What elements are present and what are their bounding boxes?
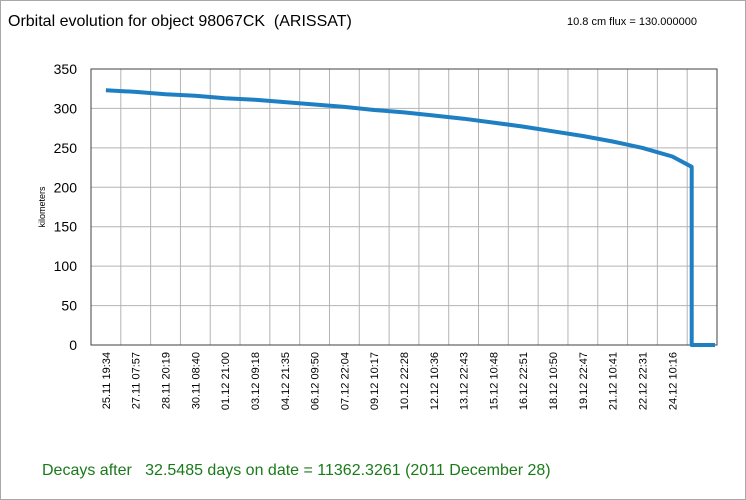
plot-area bbox=[91, 69, 717, 345]
x-tick-label: 22.12 22:31 bbox=[637, 352, 649, 410]
decay-summary: Decays after 32.5485 days on date = 1136… bbox=[42, 462, 551, 479]
x-tick-label: 30.11 08:40 bbox=[190, 352, 202, 409]
y-tick-label: 250 bbox=[54, 140, 78, 156]
x-tick-label: 16.12 22:51 bbox=[518, 352, 530, 410]
x-tick-label: 19.12 22:47 bbox=[578, 352, 590, 410]
x-tick-label: 13.12 22:43 bbox=[459, 352, 471, 410]
x-tick-label: 04.12 21:35 bbox=[280, 352, 292, 410]
x-tick-label: 25.11 19:34 bbox=[101, 352, 113, 409]
chart-title: Orbital evolution for object 98067CK (AR… bbox=[8, 13, 352, 30]
x-tick-label: 10.12 22:28 bbox=[399, 352, 411, 410]
grid bbox=[91, 69, 717, 345]
y-tick-label: 150 bbox=[54, 219, 78, 235]
y-tick-label: 350 bbox=[54, 61, 78, 77]
plot-border bbox=[90, 68, 718, 346]
x-tick-label: 07.12 22:04 bbox=[339, 352, 351, 410]
x-axis: 25.11 19:34 27.11 07:57 28.11 20:19 30.11 0… bbox=[101, 352, 679, 410]
y-axis-label: kilometers bbox=[37, 186, 47, 228]
y-tick-label: 0 bbox=[69, 337, 77, 353]
y-tick-label: 50 bbox=[61, 298, 77, 314]
x-tick-label: 28.11 20:19 bbox=[161, 352, 173, 409]
x-tick-label: 01.12 21:00 bbox=[220, 352, 232, 410]
x-tick-label: 15.12 10:48 bbox=[488, 352, 500, 410]
flux-label: 10.8 cm flux = 130.000000 bbox=[567, 16, 697, 28]
x-tick-label: 27.11 07:57 bbox=[131, 352, 143, 409]
y-axis: 0 50 100 150 200 250 300 350 bbox=[54, 61, 78, 353]
y-tick-label: 300 bbox=[54, 100, 78, 116]
x-tick-label: 06.12 09:50 bbox=[310, 352, 322, 410]
x-tick-label: 03.12 09:18 bbox=[250, 352, 262, 410]
series-line-altitude bbox=[105, 88, 715, 347]
x-tick-label: 18.12 10:50 bbox=[548, 352, 560, 410]
x-tick-label: 12.12 10:36 bbox=[429, 352, 441, 410]
y-tick-label: 100 bbox=[54, 258, 78, 274]
y-tick-label: 200 bbox=[54, 179, 78, 195]
x-tick-label: 09.12 10:17 bbox=[369, 352, 381, 410]
x-tick-label: 24.12 10:16 bbox=[667, 352, 679, 410]
x-tick-label: 21.12 10:41 bbox=[608, 352, 620, 410]
